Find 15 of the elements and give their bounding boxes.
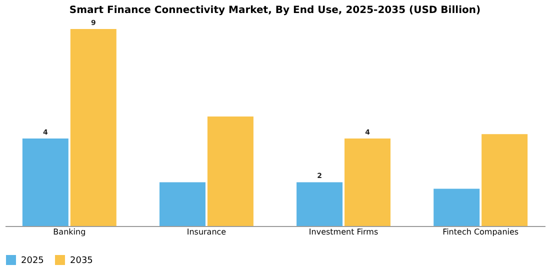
- bar: [70, 29, 116, 226]
- bar: [482, 134, 528, 226]
- x-tick-label: Banking: [53, 228, 86, 236]
- legend-label: 2025: [21, 256, 44, 266]
- legend-label: 2035: [70, 256, 93, 266]
- bar: [22, 138, 68, 226]
- chart-title: Smart Finance Connectivity Market, By End Use, 2025-2035 (USD Billion): [69, 5, 481, 16]
- x-tick-label: Investment Firms: [308, 228, 378, 236]
- bar: [159, 182, 206, 226]
- x-tick-label: Fintech Companies: [442, 228, 519, 236]
- bar: [296, 182, 343, 226]
- bar: [344, 138, 391, 226]
- x-tick-label: Insurance: [186, 228, 226, 236]
- bar: [434, 188, 480, 226]
- bar: [207, 116, 254, 226]
